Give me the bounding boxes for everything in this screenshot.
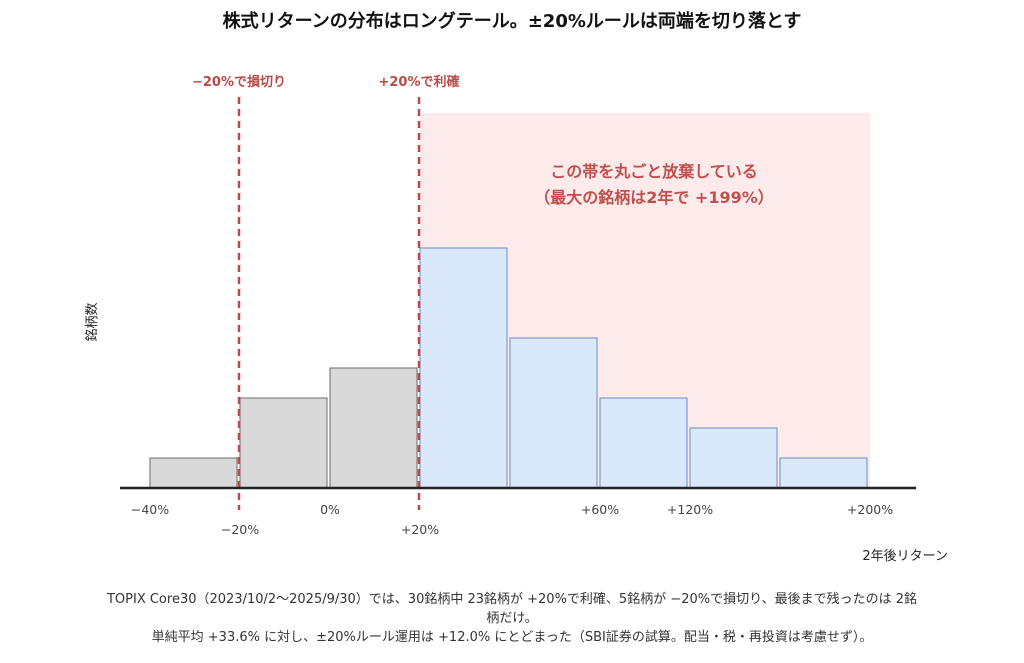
x-tick-label: −40% xyxy=(131,502,169,517)
caption-line-2: 柄だけ。 xyxy=(486,611,538,626)
band-note-line: この帯を丸ごと放棄している xyxy=(550,162,758,181)
caption-line-3: 単純平均 +33.6% に対し、±20%ルール運用は +12.0% にとどまった… xyxy=(151,630,873,645)
chart-title: 株式リターンの分布はロングテール。±20%ルールは両端を切り落とす xyxy=(223,10,802,32)
histogram-bar xyxy=(599,397,688,489)
histogram-bar xyxy=(239,397,328,489)
band-note-line: （最大の銘柄は2年で +199%） xyxy=(534,188,774,207)
x-tick-label: 0% xyxy=(320,502,340,517)
x-tick-label: +20% xyxy=(401,522,439,537)
histogram-bar xyxy=(779,457,868,489)
histogram-bar xyxy=(689,427,778,489)
x-tick-label: +200% xyxy=(847,502,893,517)
histogram-bar xyxy=(149,457,238,489)
return-distribution-chart: この帯を丸ごと放棄している （最大の銘柄は2年で +199%） −20%で損切り +… xyxy=(85,10,948,564)
x-tick-label: +120% xyxy=(667,502,713,517)
y-axis-label: 銘柄数 xyxy=(85,302,100,341)
x-tick-label: +60% xyxy=(581,502,619,517)
cutoff-label: −20%で損切り xyxy=(192,74,286,90)
histogram-bar xyxy=(419,247,508,489)
x-axis-label: 2年後リターン xyxy=(862,549,948,564)
caption-line-1: TOPIX Core30（2023/10/2〜2025/9/30）では、30銘柄… xyxy=(106,592,918,607)
cutoff-label: +20%で利確 xyxy=(378,74,459,90)
histogram-bar xyxy=(329,367,418,489)
x-tick-label: −20% xyxy=(221,522,259,537)
chart-caption: TOPIX Core30（2023/10/2〜2025/9/30）では、30銘柄… xyxy=(0,590,1024,647)
histogram-bar xyxy=(509,337,598,489)
